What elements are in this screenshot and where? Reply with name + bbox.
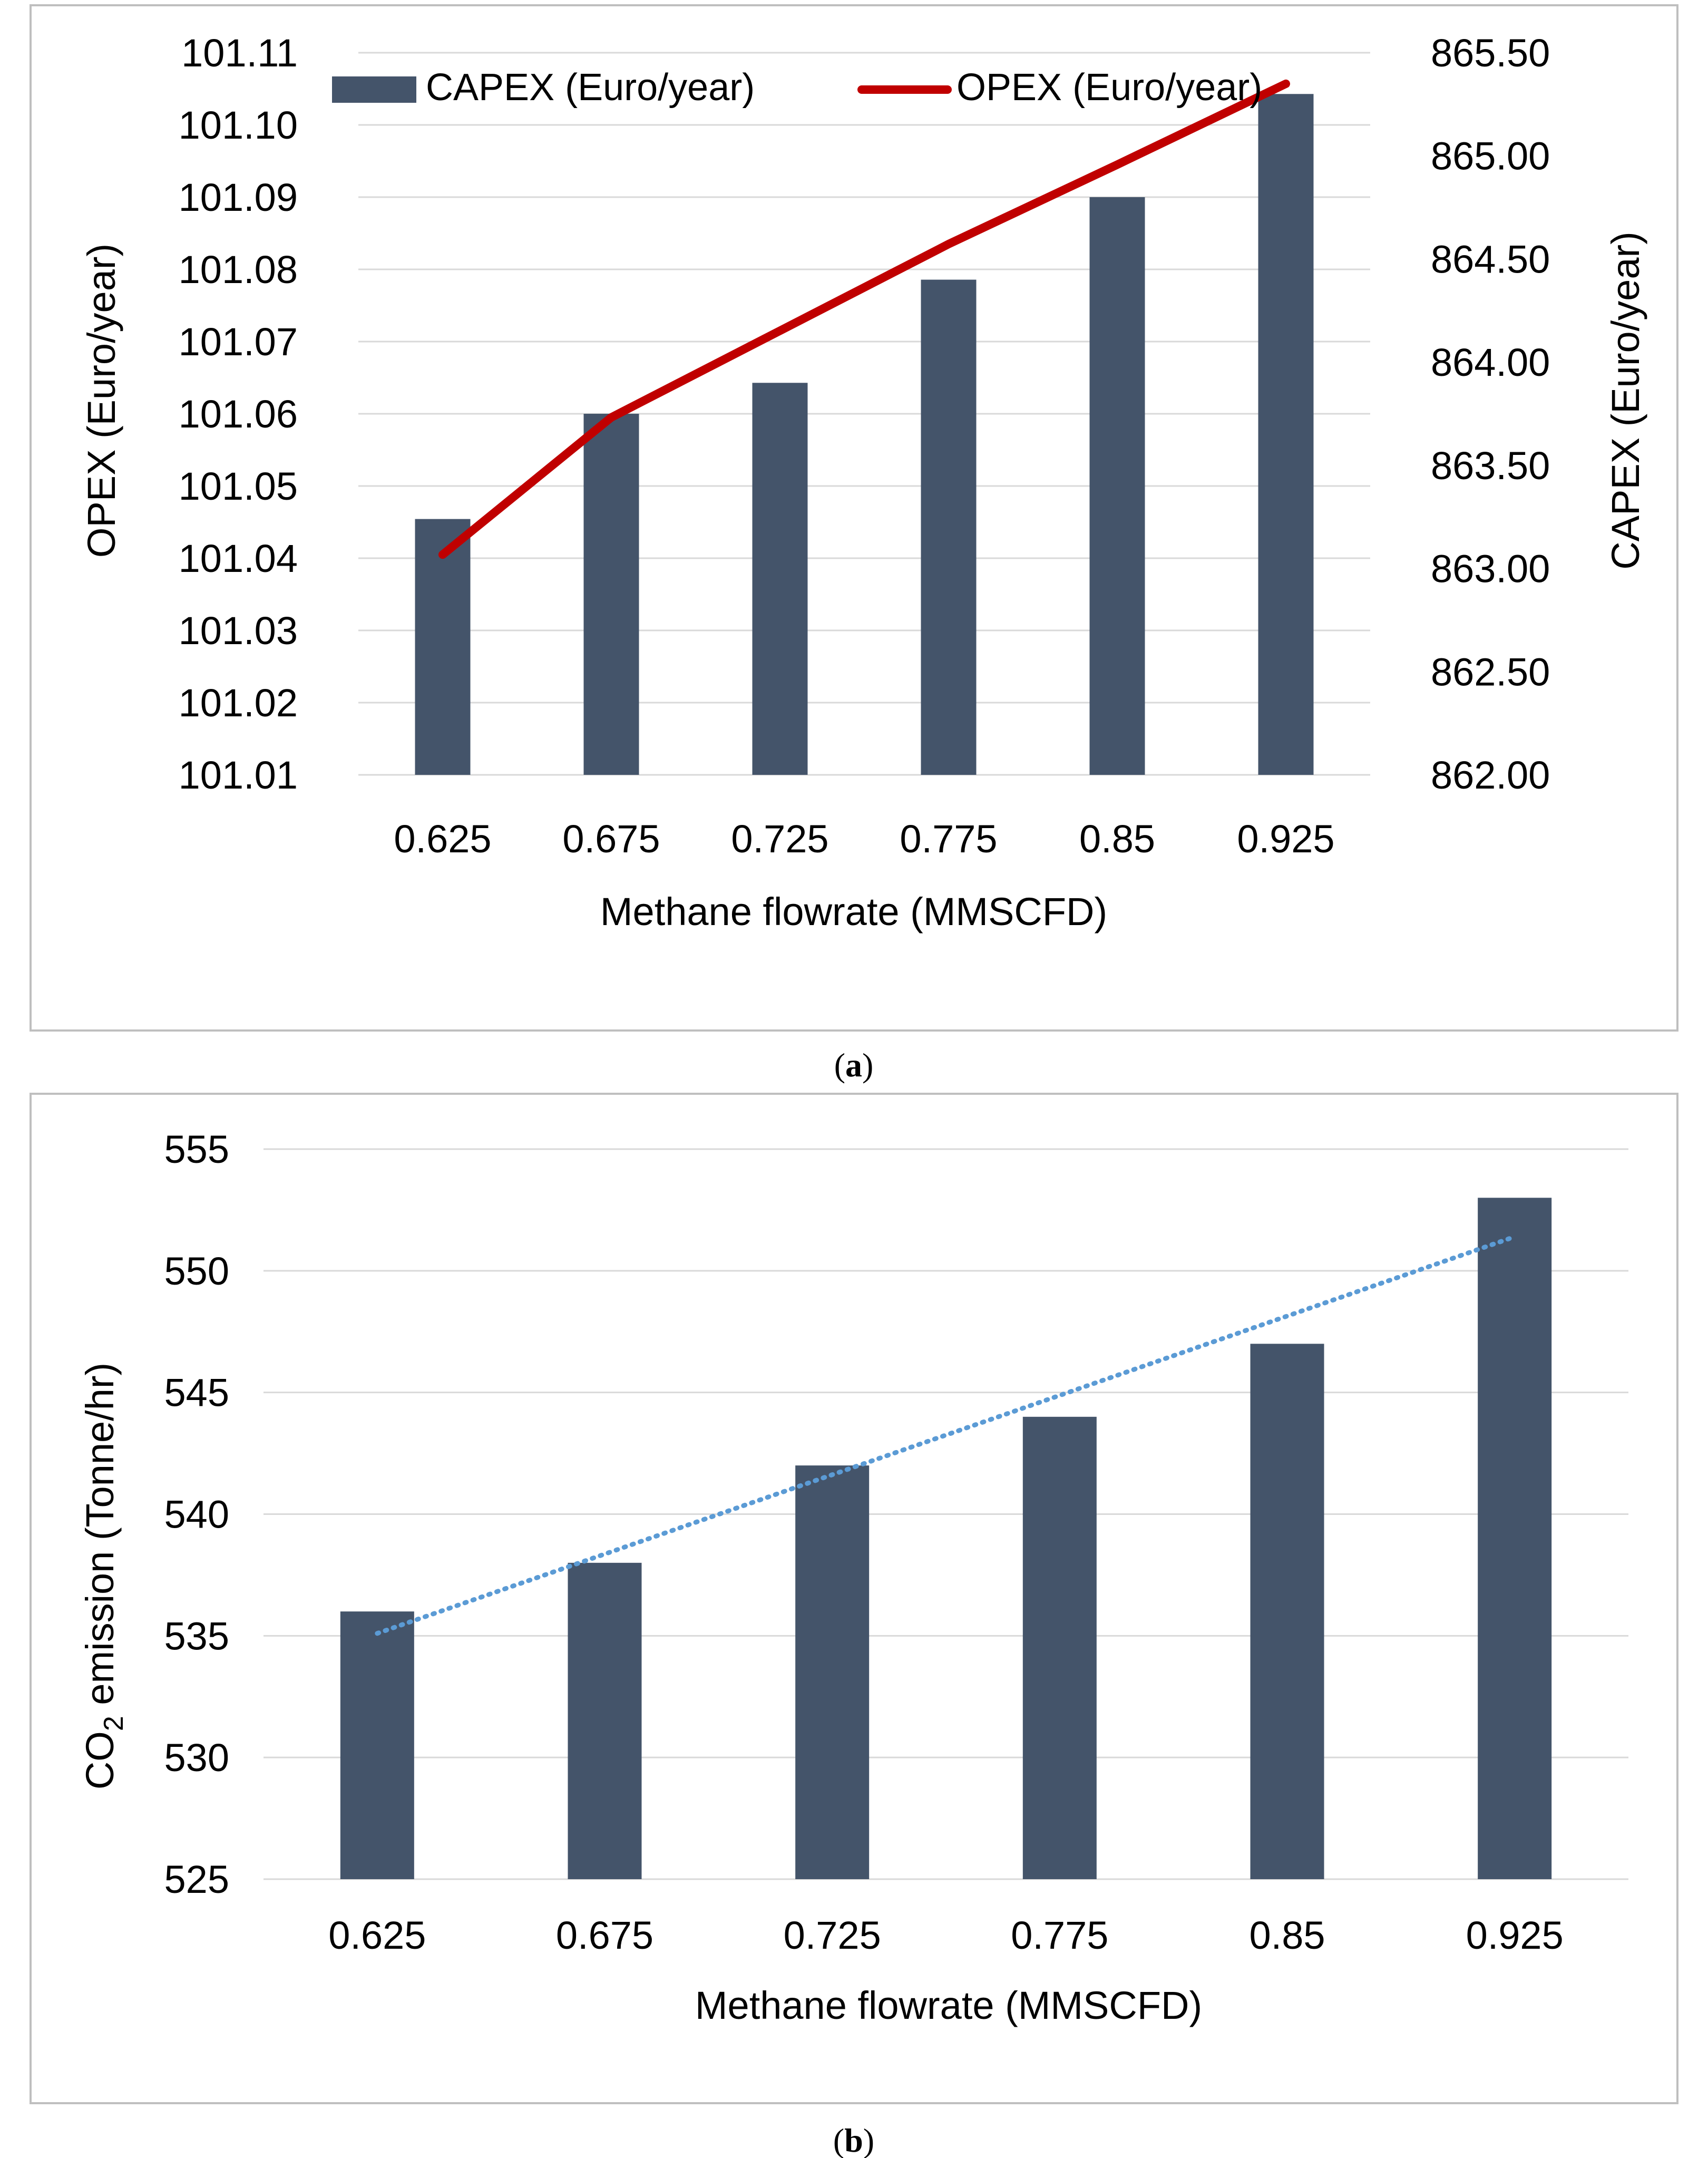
x-tick-label: 0.675: [556, 1913, 653, 1957]
y-tick-label: 555: [164, 1127, 229, 1171]
x-tick-label: 0.85: [1079, 817, 1155, 861]
x-tick-label: 0.675: [562, 817, 660, 861]
y-tick-label: 540: [164, 1493, 229, 1537]
legend-capex-label: CAPEX (Euro/year): [426, 66, 755, 109]
right-tick-label: 865.50: [1431, 31, 1550, 75]
panel-b-gridlines: [263, 1148, 1628, 1880]
panel-b-caption: (b): [833, 2122, 874, 2158]
y-tick-label: 535: [164, 1614, 229, 1658]
capex-bar: [1258, 94, 1314, 775]
co2-bar: [1022, 1416, 1097, 1879]
panel-a-opex-line: [438, 79, 1290, 559]
x-tick-label: 0.775: [900, 817, 997, 861]
capex-bar: [921, 279, 977, 775]
left-tick-label: 101.04: [179, 537, 298, 580]
co2-bar: [1478, 1198, 1552, 1879]
left-tick-label: 101.08: [179, 248, 298, 291]
capex-bar: [415, 519, 471, 775]
co2-bar: [795, 1465, 870, 1879]
left-tick-label: 101.07: [179, 320, 298, 364]
co2-bar: [1250, 1344, 1324, 1879]
capex-bar: [752, 383, 808, 775]
right-tick-label: 863.00: [1431, 547, 1550, 591]
panel-a-gridlines: [358, 52, 1370, 776]
panel-b-y-axis-title: CO2 emission (Tonne/hr): [78, 1363, 129, 1790]
panel-a-legend: CAPEX (Euro/year) OPEX (Euro/year): [332, 66, 1262, 109]
co2-bar: [340, 1611, 414, 1879]
left-tick-label: 101.05: [179, 464, 298, 508]
panel-b-x-axis-ticks: 0.625 0.675 0.725 0.775 0.85 0.925: [328, 1913, 1564, 1957]
x-tick-label: 0.925: [1237, 817, 1334, 861]
x-tick-label: 0.775: [1011, 1913, 1108, 1957]
panel-b-y-axis-ticks: 525 530 535 540 545 550 555: [164, 1127, 229, 1901]
right-tick-label: 864.50: [1431, 237, 1550, 281]
panel-a-right-axis-title: CAPEX (Euro/year): [1604, 231, 1647, 570]
panel-a-left-axis-title: OPEX (Euro/year): [80, 244, 123, 558]
panel-a-left-axis-ticks: 101.01 101.02 101.03 101.04 101.05 101.06 101.…: [179, 31, 298, 797]
y-tick-label: 525: [164, 1858, 229, 1901]
panel-a-x-axis-title: Methane flowrate (MMSCFD): [600, 890, 1107, 934]
left-tick-label: 101.03: [179, 609, 298, 653]
panel-b-x-axis-title: Methane flowrate (MMSCFD): [695, 1984, 1202, 2027]
co2-bar: [568, 1562, 642, 1879]
panel-b-trendline: [375, 1234, 1517, 1636]
legend-capex-swatch: [332, 76, 416, 103]
panel-a-x-axis-ticks: 0.625 0.675 0.725 0.775 0.85 0.925: [394, 817, 1334, 861]
x-tick-label: 0.625: [328, 1913, 426, 1957]
capex-bar: [1089, 197, 1145, 775]
left-tick-label: 101.02: [179, 681, 298, 725]
left-tick-label: 101.11: [181, 31, 298, 75]
right-tick-label: 864.00: [1431, 341, 1550, 384]
y-tick-label: 550: [164, 1249, 229, 1293]
x-tick-label: 0.625: [394, 817, 491, 861]
left-tick-label: 101.09: [179, 176, 298, 219]
x-tick-label: 0.725: [731, 817, 828, 861]
x-tick-label: 0.85: [1249, 1913, 1325, 1957]
capex-bar: [583, 414, 639, 775]
linear-trendline: [375, 1234, 1517, 1636]
y-tick-label: 530: [164, 1736, 229, 1780]
x-tick-label: 0.725: [784, 1913, 881, 1957]
panel-a-bars: [415, 94, 1314, 775]
opex-series-line: [438, 79, 1290, 559]
panel-a-caption: (a): [834, 1046, 874, 1084]
left-tick-label: 101.01: [179, 753, 298, 797]
right-tick-label: 863.50: [1431, 444, 1550, 488]
panel-a-frame: [30, 4, 1678, 1032]
y-tick-label: 545: [164, 1371, 229, 1415]
panel-b-bars: [340, 1198, 1552, 1879]
left-tick-label: 101.06: [179, 392, 298, 436]
legend-opex-label: OPEX (Euro/year): [957, 66, 1262, 109]
x-tick-label: 0.925: [1466, 1913, 1564, 1957]
panel-a-right-axis-ticks: 862.00 862.50 863.00 863.50 864.00 864.50 865.…: [1431, 31, 1550, 797]
right-tick-label: 865.00: [1431, 134, 1550, 178]
right-tick-label: 862.50: [1431, 650, 1550, 694]
right-tick-label: 862.00: [1431, 753, 1550, 797]
left-tick-label: 101.10: [179, 103, 298, 147]
